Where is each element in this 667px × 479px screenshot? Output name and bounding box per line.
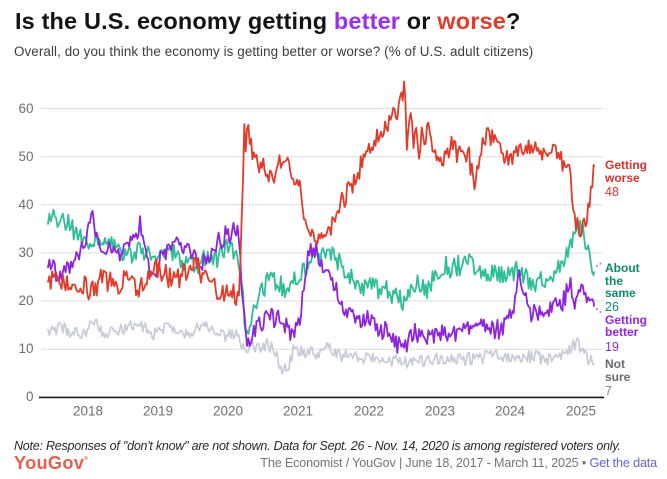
svg-text:2018: 2018 [73,404,103,419]
svg-text:2020: 2020 [213,404,243,419]
svg-text:40: 40 [18,197,33,212]
svg-text:2022: 2022 [354,404,384,419]
svg-text:2025: 2025 [566,404,596,419]
svg-text:0: 0 [26,389,34,404]
svg-text:50: 50 [18,149,33,164]
svg-text:2021: 2021 [283,404,313,419]
svg-text:2024: 2024 [495,404,526,419]
svg-text:20: 20 [18,293,33,308]
svg-text:60: 60 [18,101,33,116]
svg-text:30: 30 [18,245,33,260]
svg-text:2019: 2019 [143,404,173,419]
svg-text:10: 10 [18,341,33,356]
svg-text:2023: 2023 [425,404,455,419]
